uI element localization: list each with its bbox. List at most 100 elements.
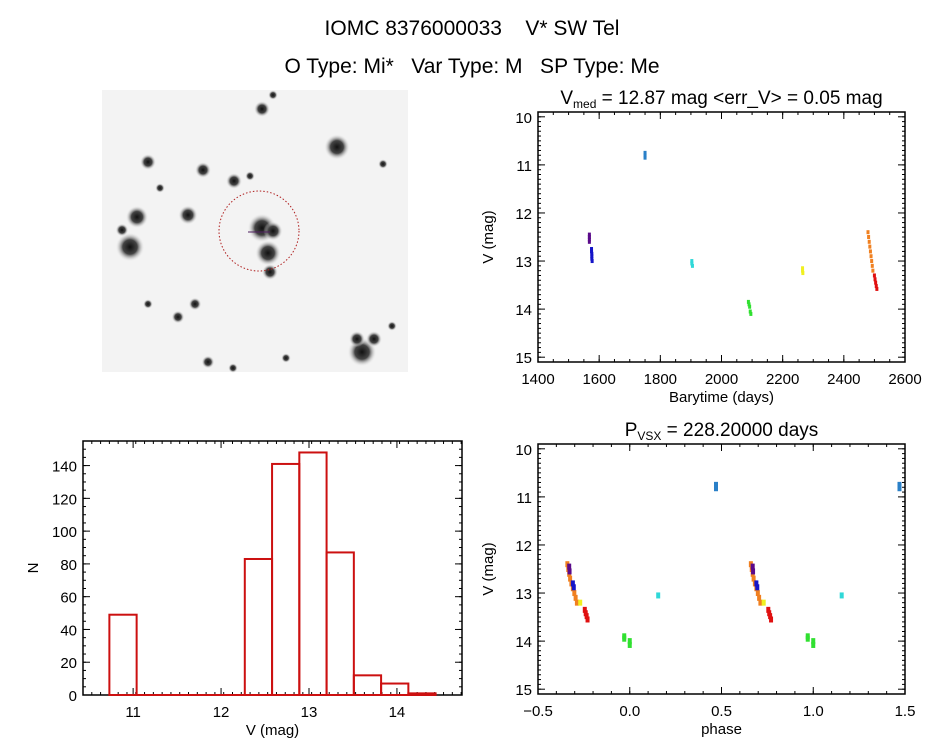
x-tick-label: 0.5 <box>711 703 732 720</box>
data-point-green <box>746 299 750 304</box>
data-point-cyan <box>690 259 694 264</box>
data-point-blue <box>590 247 594 252</box>
star <box>268 90 278 100</box>
data-point-steelblue <box>643 155 647 160</box>
y-tick-label: 120 <box>52 491 77 508</box>
y-tick-label: 20 <box>60 655 77 672</box>
y-tick-label: 10 <box>515 442 532 459</box>
star <box>387 321 397 331</box>
y-tick-label: 40 <box>60 622 77 639</box>
x-tick-label: 1600 <box>582 371 615 388</box>
data-point-purple <box>587 232 591 237</box>
data-point-orange <box>867 235 871 239</box>
star <box>366 331 382 347</box>
data-point-steelblue <box>897 485 902 492</box>
y-tick-label: 60 <box>60 590 77 607</box>
finder-image <box>102 90 408 373</box>
star <box>378 159 388 169</box>
data-point-blue <box>590 251 594 256</box>
data-point-red <box>874 284 878 289</box>
data-point-cyan <box>690 261 694 266</box>
data-point-blue <box>590 259 594 264</box>
data-point-cyan <box>839 592 844 599</box>
y-tick-label: 13 <box>515 254 532 271</box>
star <box>262 264 278 280</box>
histogram-bar <box>243 557 274 697</box>
data-point-purple <box>587 239 591 244</box>
data-point-red <box>766 606 771 613</box>
data-point-blue <box>590 254 594 259</box>
data-point-orange <box>870 263 874 268</box>
data-point-purple <box>587 235 591 239</box>
y-tick-label: 140 <box>52 459 77 476</box>
chart-subtitle: O Type: Mi* Var Type: M SP Type: Me <box>284 55 660 78</box>
data-point-cyan <box>690 263 694 268</box>
plot-title: Vmed = 12.87 mag <err_V> = 0.05 mag <box>560 88 882 111</box>
data-point-orange <box>757 594 762 601</box>
x-tick-label: 2000 <box>705 371 738 388</box>
data-point-orange <box>868 249 872 254</box>
y-tick-label: 80 <box>60 557 77 574</box>
data-point-steelblue <box>713 481 718 488</box>
data-point-purple <box>587 237 591 242</box>
data-point-orange <box>869 254 873 259</box>
data-point-red <box>584 613 589 620</box>
data-point-yellow <box>801 271 805 276</box>
data-point-green <box>811 641 816 648</box>
star <box>226 173 242 189</box>
data-point-green <box>748 309 752 314</box>
star <box>171 310 185 324</box>
data-point-red <box>874 280 878 285</box>
y-tick-label: 11 <box>516 490 532 507</box>
data-point-purple <box>567 568 572 575</box>
x-tick-label: 2400 <box>827 371 860 388</box>
star <box>201 355 215 369</box>
data-point-orange <box>568 575 573 582</box>
star <box>125 205 149 229</box>
data-point-blue <box>754 580 759 587</box>
data-point-orange <box>572 590 577 597</box>
data-point-green <box>747 302 751 307</box>
data-point-orange <box>751 575 756 582</box>
star <box>155 183 165 193</box>
data-point-orange <box>573 594 578 601</box>
y-tick-label: 14 <box>515 302 532 319</box>
data-point-steelblue <box>643 153 647 158</box>
data-point-red <box>873 277 877 282</box>
data-point-blue <box>755 584 760 591</box>
x-axis-label: V (mag) <box>246 722 299 739</box>
star <box>178 205 198 225</box>
plot-frame <box>537 443 906 695</box>
star <box>115 223 129 237</box>
data-point-red <box>582 606 587 613</box>
x-tick-label: 1400 <box>521 371 554 388</box>
data-point-blue <box>570 580 575 587</box>
x-tick-label: 12 <box>213 704 230 721</box>
data-point-cyan <box>656 592 661 599</box>
phased-light-curve-plot: −0.5 0.0 0.5 1.0 1.5 10 11 12 13 14 15 phase V (mag)… <box>480 420 915 738</box>
star <box>245 171 255 181</box>
data-point-yellow <box>761 599 766 606</box>
star <box>349 331 365 347</box>
y-tick-label: 0 <box>69 688 77 705</box>
x-tick-label: 13 <box>301 704 318 721</box>
y-tick-label: 15 <box>515 350 532 367</box>
histogram-bar <box>108 613 138 697</box>
x-axis-label: Barytime (days) <box>669 389 774 406</box>
data-point-yellow <box>801 266 805 271</box>
chart-title: IOMC 8376000033 V* SW Tel <box>324 17 620 40</box>
star <box>143 299 153 309</box>
y-tick-label: 100 <box>52 524 77 541</box>
x-tick-label: 2600 <box>888 371 921 388</box>
x-tick-label: 0.0 <box>619 703 640 720</box>
histogram-bar <box>380 682 410 697</box>
x-tick-label: 1.5 <box>895 703 916 720</box>
histogram-bar <box>352 674 383 697</box>
data-point-orange <box>866 230 870 235</box>
data-point-blue <box>590 249 594 254</box>
x-tick-label: 1800 <box>644 371 677 388</box>
histogram-bar <box>325 551 355 696</box>
y-tick-label: 10 <box>515 110 532 127</box>
